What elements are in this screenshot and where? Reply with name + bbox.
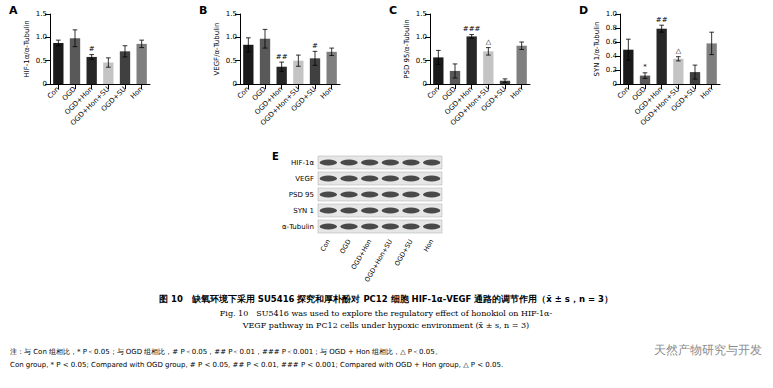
svg-text:Con: Con (46, 85, 61, 100)
svg-text:A: A (9, 4, 18, 17)
svg-text:Con group, * P < 0.05; Compare: Con group, * P < 0.05; Compared with OGD… (10, 361, 503, 369)
svg-text:Con: Con (616, 85, 631, 100)
svg-text:##: ## (276, 53, 288, 61)
svg-text:Hon: Hon (422, 238, 435, 253)
svg-text:0: 0 (613, 80, 617, 88)
svg-text:OGD+Hon: OGD+Hon (633, 85, 665, 117)
svg-text:0.5: 0.5 (36, 57, 47, 65)
svg-text:VEGF: VEGF (295, 175, 314, 183)
svg-text:OGD+Hon+SU: OGD+Hon+SU (69, 85, 112, 128)
svg-text:0: 0 (43, 80, 47, 88)
svg-text:1.0: 1.0 (606, 10, 617, 18)
svg-text:SYN 1/α-Tubulin: SYN 1/α-Tubulin (593, 22, 601, 77)
svg-text:1.5: 1.5 (416, 10, 427, 18)
svg-text:OGD+Hon: OGD+Hon (443, 85, 475, 117)
svg-text:OGD+Hon+SU: OGD+Hon+SU (363, 238, 394, 284)
svg-text:OGD+SU: OGD+SU (393, 238, 415, 268)
svg-text:α-Tubulin: α-Tubulin (282, 223, 314, 231)
svg-text:1.0: 1.0 (416, 33, 427, 41)
svg-text:E: E (272, 151, 279, 162)
svg-text:1.5: 1.5 (36, 10, 47, 18)
svg-text:OGD: OGD (250, 85, 268, 103)
svg-text:VEGF pathway in PC12 cells und: VEGF pathway in PC12 cells under hypoxic… (242, 321, 529, 330)
svg-text:0.5: 0.5 (416, 57, 427, 65)
svg-text:PSD 95/α-Tubulin: PSD 95/α-Tubulin (403, 19, 411, 79)
svg-text:0: 0 (233, 80, 237, 88)
svg-text:#: # (312, 42, 318, 50)
svg-text:OGD+SU: OGD+SU (290, 85, 318, 113)
svg-text:0.6: 0.6 (606, 38, 618, 46)
svg-text:△: △ (486, 38, 492, 46)
svg-text:0: 0 (423, 80, 427, 88)
svg-text:Con: Con (319, 238, 332, 253)
svg-text:C: C (389, 4, 397, 17)
svg-text:1.0: 1.0 (36, 33, 47, 41)
svg-text:天然产物研究与开发: 天然产物研究与开发 (654, 343, 762, 357)
svg-text:###: ### (463, 25, 481, 33)
svg-text:Hon: Hon (319, 85, 335, 101)
svg-text:HIF-1α: HIF-1α (291, 159, 314, 167)
svg-text:OGD: OGD (630, 85, 648, 103)
svg-text:OGD+SU: OGD+SU (100, 85, 128, 113)
svg-text:△: △ (676, 47, 682, 55)
svg-text:OGD+SU: OGD+SU (480, 85, 508, 113)
svg-text:OGD: OGD (440, 85, 458, 103)
svg-text:Con: Con (236, 85, 251, 100)
svg-text:D: D (579, 4, 588, 17)
svg-text:HIF-1α/α-Tubulin: HIF-1α/α-Tubulin (23, 20, 31, 77)
svg-text:VEGF/α-Tubulin: VEGF/α-Tubulin (213, 22, 221, 75)
svg-text:##: ## (656, 16, 668, 24)
svg-text:0.2: 0.2 (606, 66, 617, 74)
svg-text:B: B (199, 4, 207, 17)
svg-text:OGD+Hon: OGD+Hon (63, 85, 95, 117)
svg-text:PSD 95: PSD 95 (289, 191, 314, 199)
svg-text:0.4: 0.4 (606, 52, 618, 60)
svg-text:Hon: Hon (509, 85, 525, 101)
svg-text:1.0: 1.0 (226, 33, 237, 41)
svg-text:图 10 缺氧环境下采用 SU5416 探究和厚朴酚对 PC: 图 10 缺氧环境下采用 SU5416 探究和厚朴酚对 PC12 细胞 HIF-… (159, 294, 613, 304)
svg-text:Hon: Hon (699, 85, 715, 101)
svg-text:Con: Con (426, 85, 441, 100)
svg-text:注：与 Con 组相比，* P＜0.05；与 OGD 组相比: 注：与 Con 组相比，* P＜0.05；与 OGD 组相比，# P＜0.05，… (10, 348, 442, 356)
svg-text:SYN 1: SYN 1 (293, 207, 314, 215)
svg-text:OGD: OGD (60, 85, 78, 103)
svg-text:0.5: 0.5 (226, 57, 237, 65)
svg-text:OGD+Hon: OGD+Hon (349, 238, 374, 272)
svg-text:OGD+Hon+SU: OGD+Hon+SU (259, 85, 302, 128)
svg-text:OGD+Hon: OGD+Hon (253, 85, 285, 117)
svg-text:Hon: Hon (129, 85, 145, 101)
svg-text:OGD+Hon+SU: OGD+Hon+SU (639, 85, 682, 128)
svg-text:*: * (643, 63, 647, 71)
svg-text:1.5: 1.5 (226, 10, 237, 18)
svg-text:OGD+Hon+SU: OGD+Hon+SU (449, 85, 492, 128)
svg-text:0.8: 0.8 (606, 24, 617, 32)
svg-text:#: # (89, 45, 95, 53)
svg-text:OGD: OGD (338, 238, 353, 255)
svg-text:OGD+SU: OGD+SU (670, 85, 698, 113)
svg-text:Fig. 10 SU5416 was used to exp: Fig. 10 SU5416 was used to explore the r… (220, 309, 553, 318)
